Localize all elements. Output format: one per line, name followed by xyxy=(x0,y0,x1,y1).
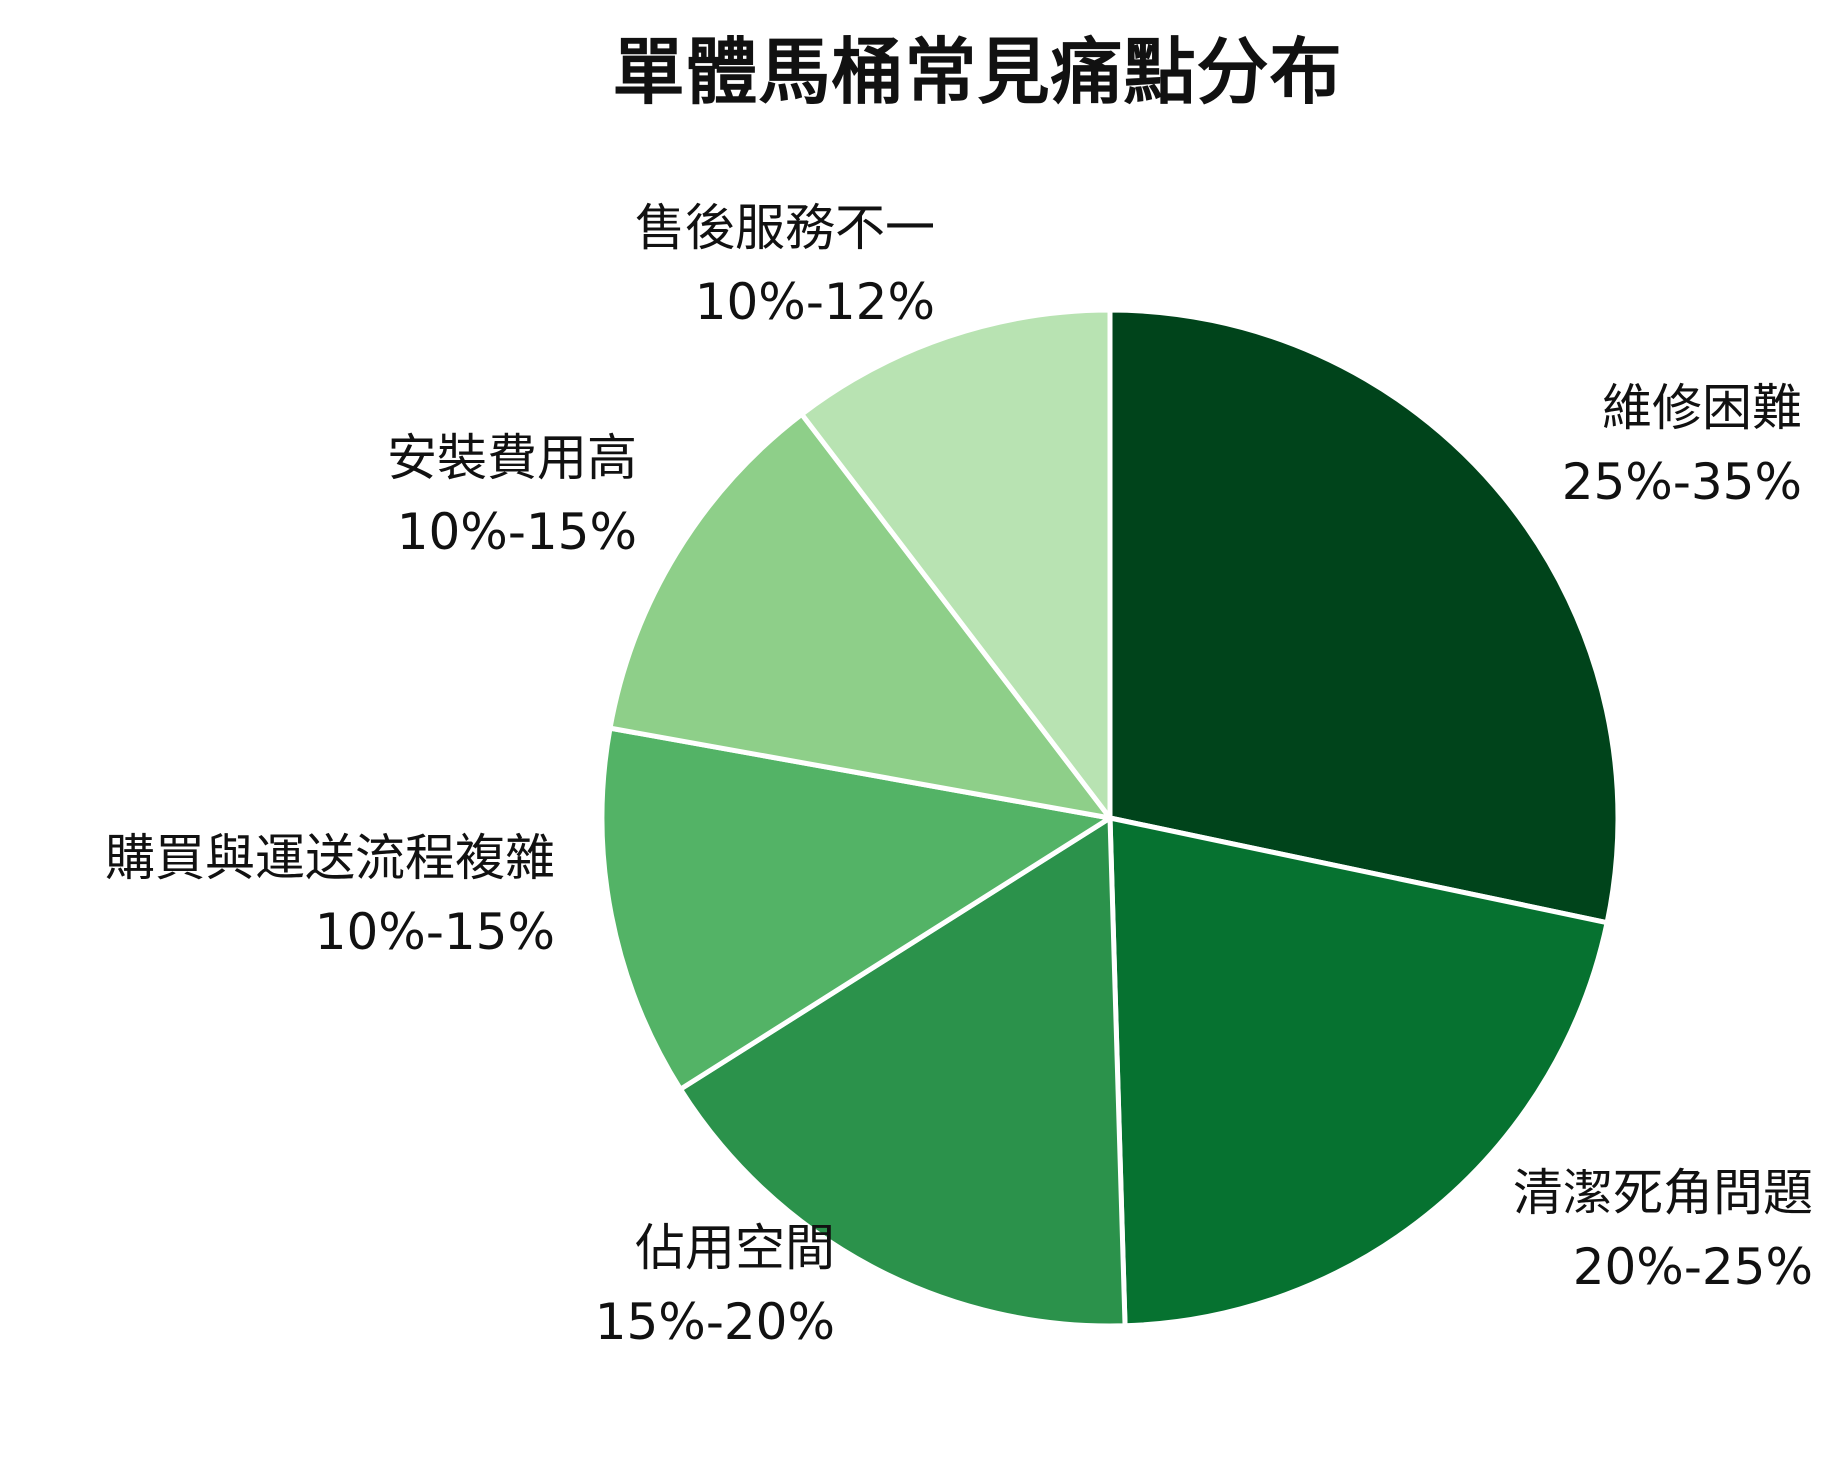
slice-range-5: 10%-15% xyxy=(397,503,637,561)
slice-range-6: 10%-12% xyxy=(695,273,935,331)
chart-title: 單體馬桶常見痛點分布 xyxy=(612,30,1343,114)
slice-label-5: 安裝費用高 xyxy=(387,429,637,487)
slice-range-2: 20%-25% xyxy=(1573,1238,1813,1296)
slice-label-2: 清潔死角問題 xyxy=(1513,1164,1813,1222)
pie-slice-3 xyxy=(677,815,1128,1329)
pie-slice-5 xyxy=(607,411,1113,821)
slice-range-4: 10%-15% xyxy=(315,903,555,961)
pie-slice-1 xyxy=(1107,307,1621,926)
slice-range-3: 15%-20% xyxy=(595,1293,835,1351)
slice-label-3: 佔用空間 xyxy=(635,1219,835,1277)
slice-label-1: 維修困難 xyxy=(1602,379,1802,437)
pie-slice-6 xyxy=(799,307,1113,821)
slice-label-4: 購買與運送流程複雜 xyxy=(105,829,555,887)
slice-label-6: 售後服務不一 xyxy=(635,199,935,257)
pie-slice-4 xyxy=(599,725,1113,1092)
slice-range-1: 25%-35% xyxy=(1562,453,1802,511)
pie-slice-2 xyxy=(1107,815,1610,1329)
